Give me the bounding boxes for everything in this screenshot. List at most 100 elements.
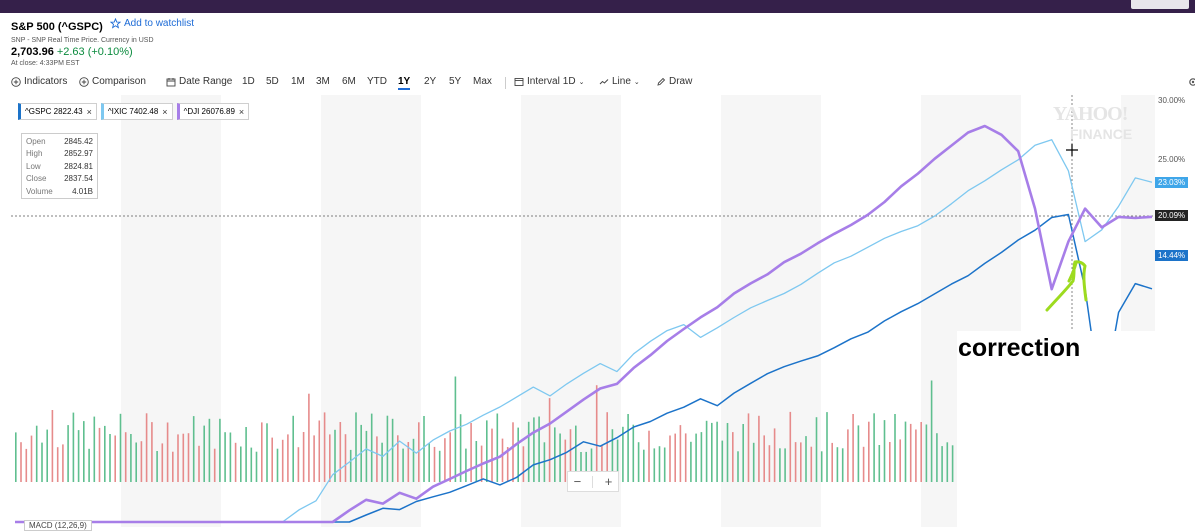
volume-bar (847, 429, 849, 482)
range-5d[interactable]: 5D (266, 76, 279, 87)
interval-icon (514, 77, 524, 86)
volume-bar (355, 412, 357, 482)
legend-item-ixic[interactable]: ^IXIC 7402.48 × (100, 103, 173, 120)
chart-area[interactable] (11, 95, 1155, 527)
volume-bar (716, 421, 718, 482)
volume-bar (255, 451, 258, 482)
volume-bar (868, 421, 870, 482)
close-icon[interactable]: × (238, 106, 245, 117)
volume-bar (506, 447, 509, 482)
volume-bar (313, 435, 315, 482)
date-range-label: Date Range (179, 76, 233, 87)
volume-bar (224, 432, 226, 482)
range-1m[interactable]: 1M (291, 76, 305, 87)
volume-bar (951, 445, 954, 482)
indicators-button[interactable]: Indicators (11, 76, 67, 87)
exchange-info: SNP - SNP Real Time Price. Currency in U… (11, 37, 154, 44)
volume-bar (349, 449, 352, 482)
volume-bar (899, 439, 901, 482)
ohlc-value: 2852.97 (64, 149, 93, 159)
chart-type-dropdown[interactable]: Line ⌄ (599, 76, 640, 87)
volume-bar (679, 425, 682, 482)
volume-bar (109, 434, 111, 482)
crosshair-cursor-icon (1066, 144, 1078, 156)
macd-indicator-label[interactable]: MACD (12,26,9) (24, 520, 92, 531)
quote-header: S&P 500 (^GSPC) Add to watchlist SNP - S… (11, 17, 194, 67)
add-to-watchlist-button[interactable]: Add to watchlist (110, 18, 194, 29)
range-ytd[interactable]: YTD (367, 76, 387, 87)
volume-bar (501, 438, 504, 482)
window-top-bar (0, 0, 1195, 13)
series-tag-gspc: 14.44% (1155, 250, 1189, 261)
volume-bar (946, 442, 949, 482)
range-3m[interactable]: 3M (316, 76, 330, 87)
range-1y[interactable]: 1Y (398, 76, 411, 90)
close-icon[interactable]: × (86, 106, 92, 117)
ohlc-tooltip: Open 2845.42 High 2852.97 Low 2824.81 Close… (21, 133, 98, 199)
volume-bar (376, 436, 378, 482)
volume-bar (287, 434, 289, 482)
draw-button[interactable]: Draw (656, 76, 692, 87)
volume-bar (517, 427, 519, 482)
range-max[interactable]: Max (473, 76, 492, 87)
zoom-in-button[interactable]: + (604, 474, 613, 489)
range-6m[interactable]: 6M (342, 76, 356, 87)
volume-bar (658, 446, 661, 482)
volume-bar (245, 427, 247, 482)
volume-bar (611, 429, 614, 482)
date-range-button[interactable]: Date Range (166, 76, 232, 87)
volume-bar (240, 446, 242, 482)
range-5y[interactable]: 5Y (449, 76, 462, 87)
volume-bar (41, 442, 43, 482)
volume-bar (470, 423, 472, 482)
pencil-icon (657, 77, 666, 86)
legend-item-gspc[interactable]: ^GSPC 2822.43 × (18, 103, 97, 120)
volume-bar (93, 416, 96, 482)
volume-bar (433, 446, 436, 482)
volume-bar (67, 425, 69, 482)
interval-value: 1D (562, 76, 576, 87)
volume-bar (732, 432, 734, 482)
price-value: 2,703.96 (11, 46, 54, 58)
volume-bar (182, 433, 185, 482)
legend-label: ^IXIC 7402.48 (107, 107, 159, 116)
volume-bar (554, 427, 556, 482)
range-1d[interactable]: 1D (242, 76, 255, 87)
comparison-button[interactable]: Comparison (79, 76, 146, 87)
zoom-out-button[interactable]: − (573, 474, 582, 489)
volume-bar (281, 439, 284, 482)
watermark-subtitle: FINANCE (1070, 126, 1133, 142)
volume-bar (402, 448, 404, 482)
ohlc-key: Close (26, 174, 47, 184)
volume-bar (292, 415, 294, 482)
chevron-down-icon: ⌄ (633, 78, 640, 86)
volume-bar (449, 432, 451, 482)
volume-bar (496, 413, 499, 482)
volume-bar (527, 421, 530, 482)
volume-bar (711, 422, 713, 482)
plus-circle-icon (11, 76, 21, 87)
volume-bar (151, 422, 153, 482)
volume-bar (810, 446, 813, 482)
volume-bar (580, 452, 582, 482)
volume-bar (140, 441, 143, 482)
gear-icon[interactable] (1188, 77, 1195, 87)
interval-dropdown[interactable]: Interval 1D ⌄ (514, 76, 584, 87)
volume-bar (177, 434, 179, 482)
legend-item-dji[interactable]: ^DJI 26076.89 × (176, 103, 250, 120)
volume-bar (83, 421, 85, 482)
volume-bar (297, 447, 300, 482)
close-icon[interactable]: × (162, 106, 168, 117)
volume-bar (130, 434, 132, 482)
volume-bar (784, 448, 786, 482)
interval-label: Interval (527, 76, 560, 87)
volume-bar (805, 436, 807, 482)
window-control[interactable] (1131, 0, 1189, 9)
range-2y[interactable]: 2Y (424, 76, 437, 87)
volume-bar (737, 451, 739, 482)
volume-bar (742, 424, 744, 482)
volume-bar (533, 417, 535, 482)
ohlc-key: High (26, 149, 43, 159)
volume-bar (397, 435, 399, 482)
comparison-chart[interactable] (11, 95, 1155, 527)
